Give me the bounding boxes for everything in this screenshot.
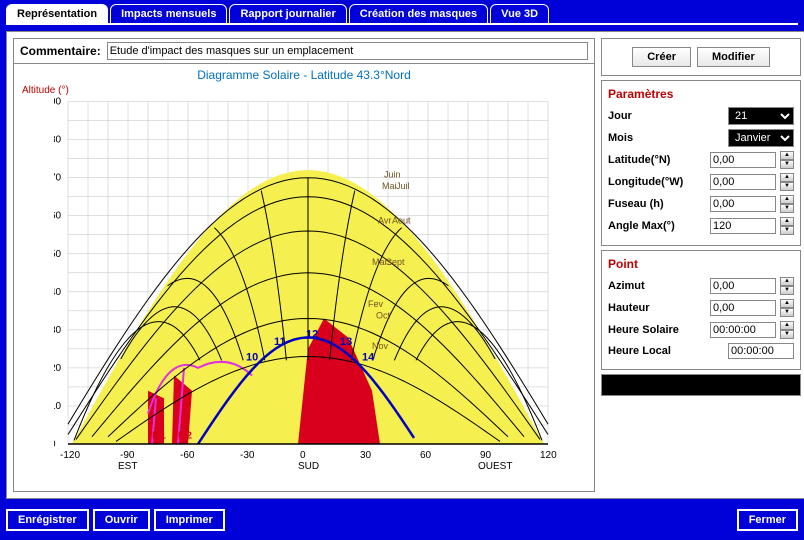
latitude-spin[interactable]: ▲▼	[780, 151, 794, 169]
height-label: Hauteur	[608, 302, 706, 314]
tab-vue3d[interactable]: Vue 3D	[490, 4, 549, 23]
svg-text:120: 120	[540, 450, 557, 461]
svg-text:12: 12	[306, 328, 318, 340]
svg-text:SUD: SUD	[298, 461, 319, 472]
azimuth-spin[interactable]: ▲▼	[780, 277, 794, 295]
svg-text:13: 13	[340, 336, 352, 348]
modify-button[interactable]: Modifier	[697, 47, 770, 67]
mini-chart	[601, 374, 801, 396]
params-title: Paramètres	[608, 87, 794, 101]
svg-text:Juin: Juin	[384, 170, 401, 180]
svg-text:50: 50	[54, 249, 62, 260]
svg-text:Aout: Aout	[392, 215, 411, 225]
print-button[interactable]: Imprimer	[154, 509, 225, 531]
create-button[interactable]: Créer	[632, 47, 691, 67]
svg-text:Oct: Oct	[376, 310, 391, 320]
tab-impacts[interactable]: Impacts mensuels	[110, 4, 227, 23]
svg-text:20: 20	[54, 363, 62, 374]
latitude-input[interactable]	[710, 152, 776, 168]
svg-text:M3: M3	[324, 430, 338, 441]
svg-text:-120: -120	[60, 450, 80, 461]
close-button[interactable]: Fermer	[737, 509, 798, 531]
svg-text:70: 70	[54, 173, 62, 184]
svg-text:60: 60	[420, 450, 432, 461]
tab-masques[interactable]: Création des masques	[349, 4, 488, 23]
svg-text:Mai: Mai	[382, 181, 397, 191]
chart-title: Diagramme Solaire - Latitude 43.3°Nord	[14, 64, 594, 86]
svg-text:EST: EST	[118, 461, 137, 472]
longitude-label: Longitude(°W)	[608, 176, 706, 188]
timezone-spin[interactable]: ▲▼	[780, 195, 794, 213]
svg-text:80: 80	[54, 135, 62, 146]
svg-text:Juil: Juil	[396, 181, 410, 191]
anglemax-input[interactable]	[710, 218, 776, 234]
svg-text:Nov: Nov	[372, 341, 389, 351]
svg-text:40: 40	[54, 287, 62, 298]
anglemax-label: Angle Max(°)	[608, 220, 706, 232]
svg-text:0: 0	[300, 450, 306, 461]
svg-text:90: 90	[54, 97, 62, 108]
comment-input[interactable]	[107, 42, 588, 60]
localtime-input[interactable]	[728, 343, 794, 359]
solartime-label: Heure Solaire	[608, 324, 706, 336]
azimuth-input[interactable]	[710, 278, 776, 294]
svg-text:Sept: Sept	[386, 257, 405, 267]
point-panel: Point Azimut ▲▼ Hauteur ▲▼ Heure Solaire ▲▼…	[601, 250, 801, 370]
tab-rapport[interactable]: Rapport journalier	[229, 4, 346, 23]
day-label: Jour	[608, 110, 724, 122]
svg-text:0: 0	[54, 439, 56, 450]
svg-text:Fev: Fev	[368, 299, 384, 309]
svg-text:60: 60	[54, 211, 62, 222]
tabs-bar: Représentation Impacts mensuels Rapport …	[0, 0, 804, 23]
month-label: Mois	[608, 132, 724, 144]
tab-representation[interactable]: Représentation	[6, 4, 108, 23]
svg-text:-30: -30	[240, 450, 255, 461]
timezone-label: Fuseau (h)	[608, 198, 706, 210]
side-panel: Créer Modifier Paramètres Jour 21 Mois Jan…	[601, 38, 801, 492]
svg-text:90: 90	[480, 450, 492, 461]
localtime-label: Heure Local	[608, 345, 724, 357]
svg-text:M1: M1	[152, 430, 166, 441]
svg-text:11: 11	[274, 336, 286, 348]
svg-text:30: 30	[54, 325, 62, 336]
latitude-label: Latitude(°N)	[608, 154, 706, 166]
anglemax-spin[interactable]: ▲▼	[780, 217, 794, 235]
month-select[interactable]: Janvier	[728, 129, 794, 147]
azimuth-label: Azimut	[608, 280, 706, 292]
height-spin[interactable]: ▲▼	[780, 299, 794, 317]
svg-text:OUEST: OUEST	[478, 461, 512, 472]
svg-text:-90: -90	[120, 450, 135, 461]
svg-text:-60: -60	[180, 450, 195, 461]
longitude-spin[interactable]: ▲▼	[780, 173, 794, 191]
timezone-input[interactable]	[710, 196, 776, 212]
point-title: Point	[608, 257, 794, 271]
comment-label: Commentaire:	[20, 44, 101, 58]
svg-text:M2: M2	[178, 430, 192, 441]
height-input[interactable]	[710, 300, 776, 316]
chart-panel: Commentaire: Diagramme Solaire - Latitud…	[13, 38, 595, 492]
save-button[interactable]: Enrégistrer	[6, 509, 89, 531]
svg-text:10: 10	[54, 401, 62, 412]
svg-text:10: 10	[246, 351, 258, 363]
params-panel: Paramètres Jour 21 Mois Janvier Latitude(°…	[601, 80, 801, 246]
solartime-spin[interactable]: ▲▼	[780, 321, 794, 339]
main-panel: Commentaire: Diagramme Solaire - Latitud…	[6, 31, 804, 499]
svg-text:30: 30	[360, 450, 372, 461]
day-select[interactable]: 21	[728, 107, 794, 125]
chart-area: 0102030405060708090-120-90EST-60-300SUD3…	[54, 90, 584, 460]
svg-text:Avr: Avr	[378, 215, 391, 225]
solartime-input[interactable]	[710, 322, 776, 338]
open-button[interactable]: Ouvrir	[93, 509, 150, 531]
longitude-input[interactable]	[710, 174, 776, 190]
svg-text:14: 14	[362, 351, 375, 363]
